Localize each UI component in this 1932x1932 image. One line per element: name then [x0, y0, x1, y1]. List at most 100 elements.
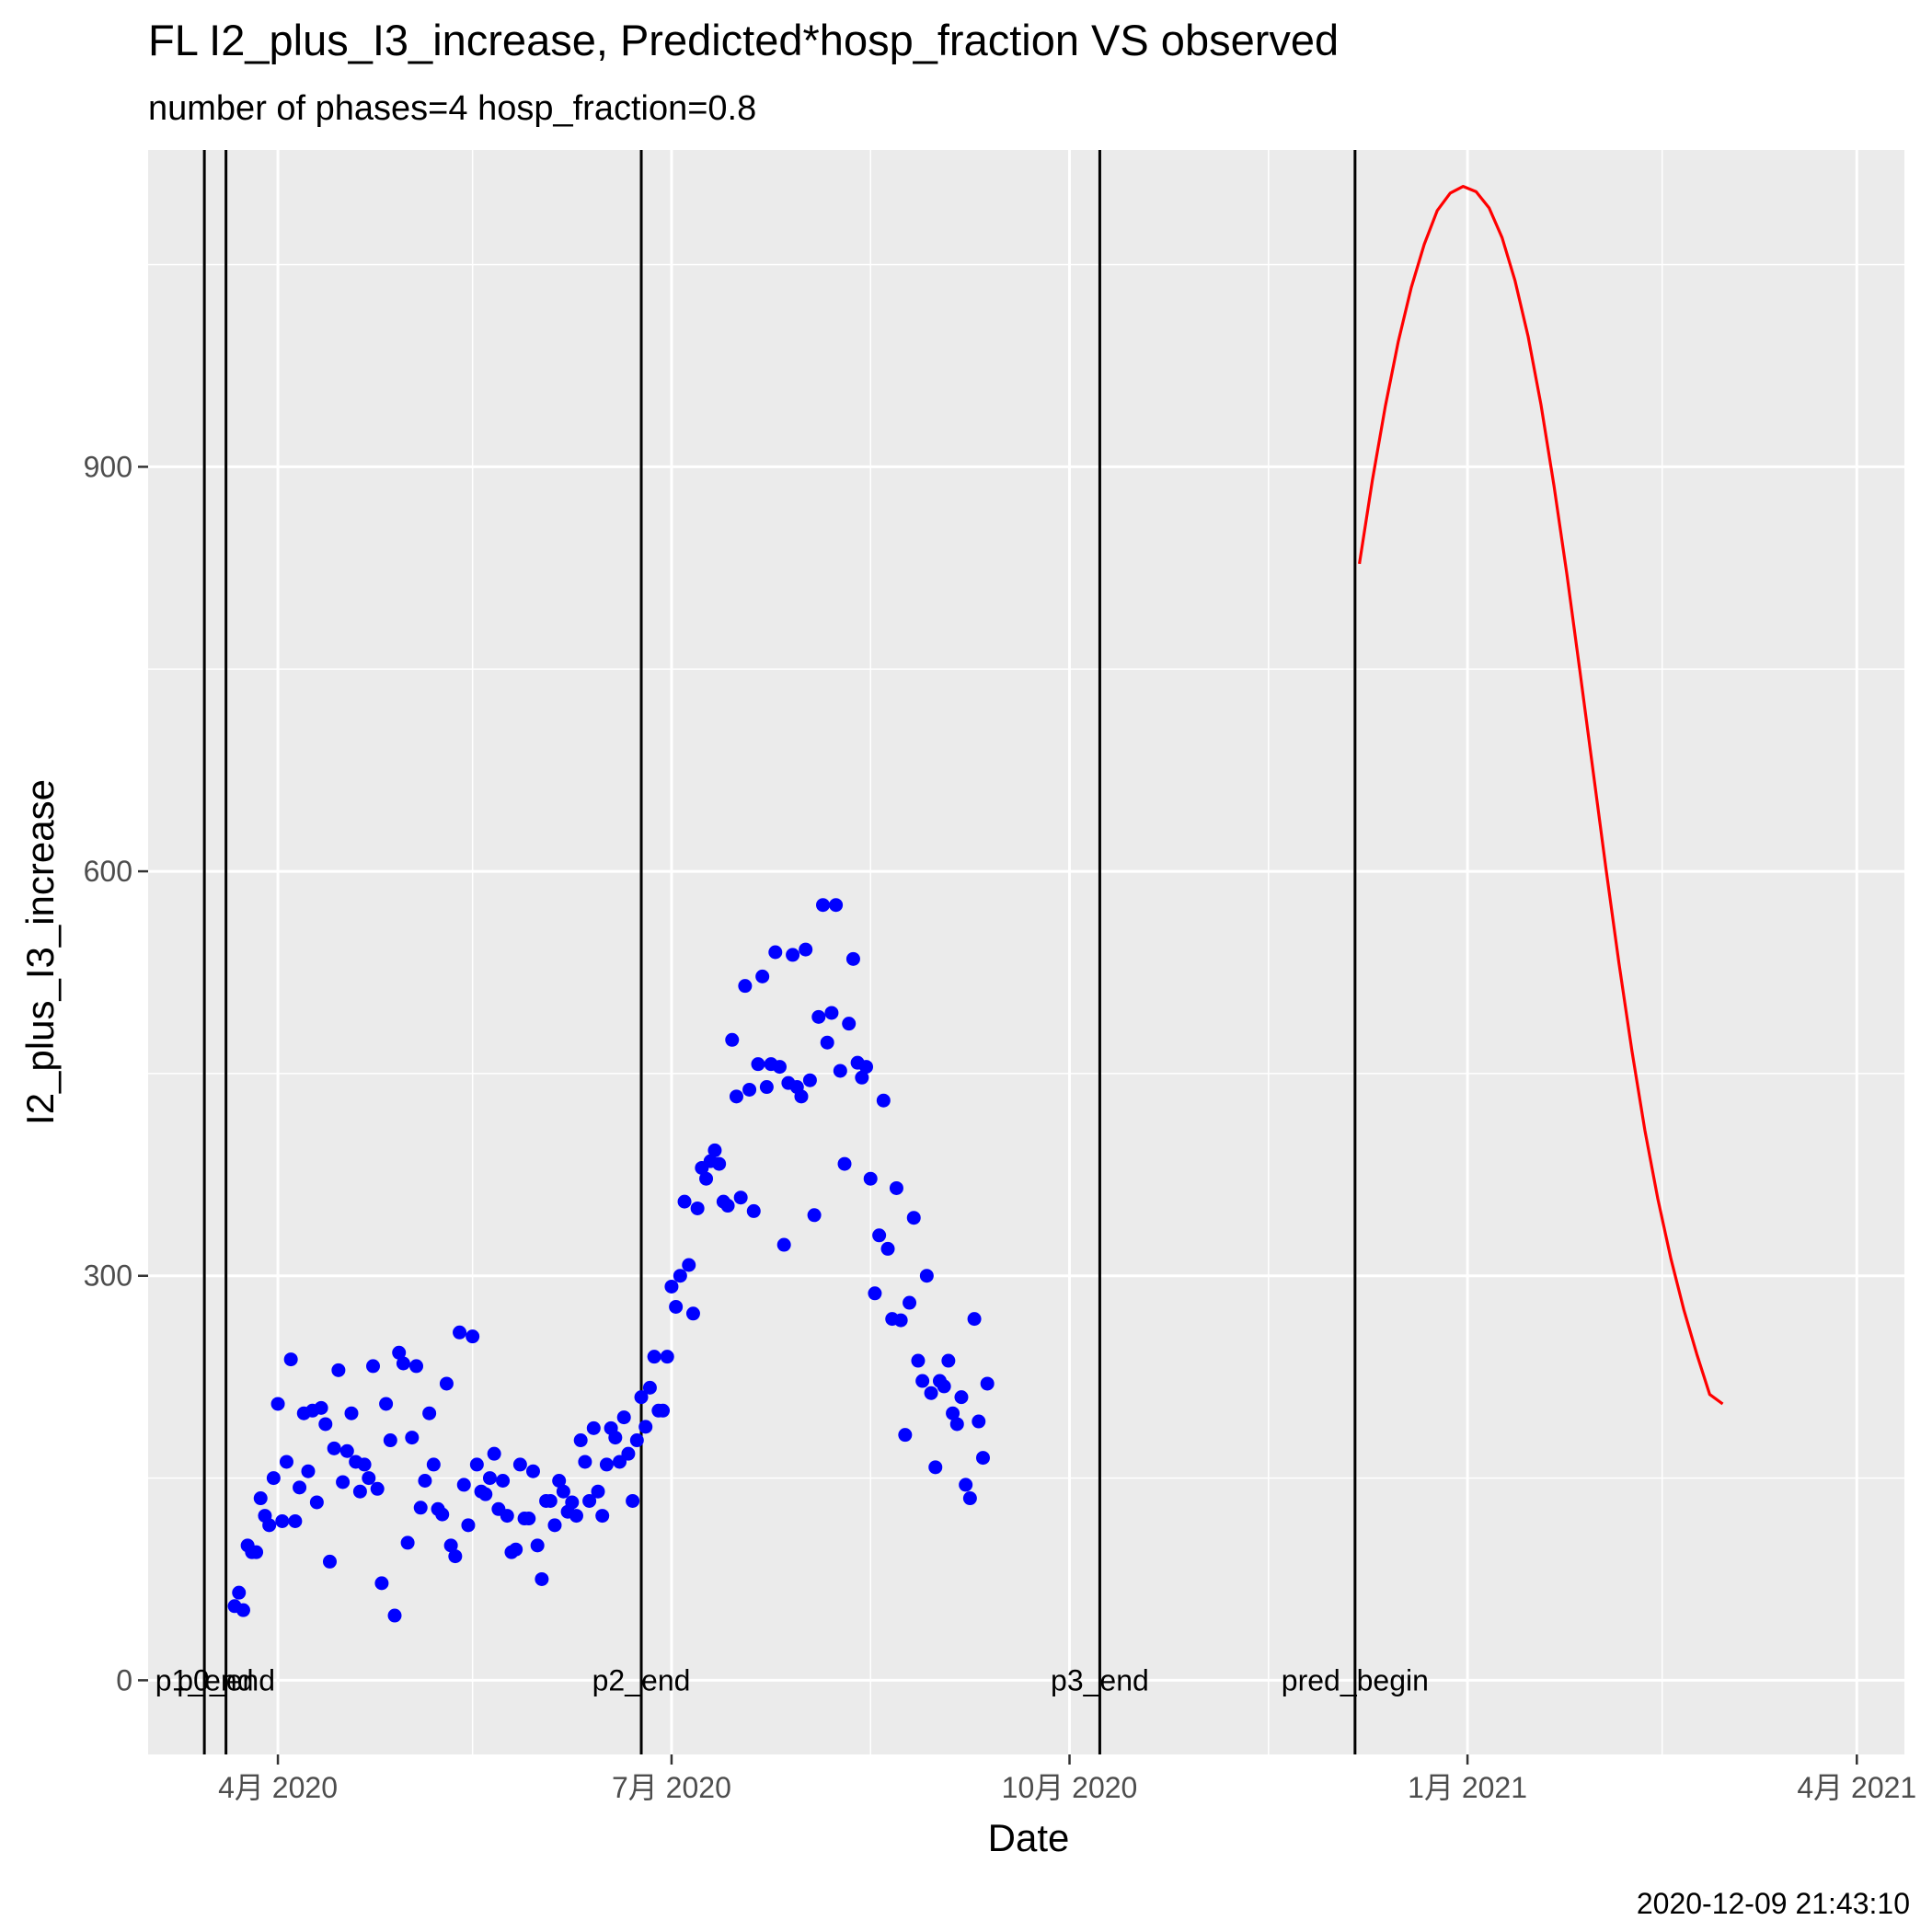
observed-point	[266, 1471, 281, 1486]
observed-point	[586, 1420, 601, 1435]
observed-point	[387, 1608, 402, 1623]
observed-point	[725, 1032, 740, 1047]
observed-point	[872, 1228, 887, 1243]
observed-point	[889, 1180, 903, 1195]
observed-point	[453, 1325, 467, 1340]
observed-point	[962, 1491, 977, 1506]
x-tick-label: 1月 2021	[1408, 1771, 1527, 1804]
observed-point	[352, 1484, 367, 1499]
observed-point	[967, 1312, 982, 1327]
observed-point	[314, 1400, 328, 1415]
observed-point	[621, 1446, 636, 1461]
observed-point	[379, 1397, 394, 1411]
observed-point	[733, 1190, 748, 1205]
observed-point	[975, 1451, 990, 1466]
observed-point	[336, 1475, 351, 1489]
observed-point	[595, 1509, 610, 1524]
observed-point	[906, 1211, 921, 1225]
observed-point	[903, 1295, 917, 1310]
observed-point	[582, 1493, 597, 1508]
observed-point	[413, 1501, 428, 1515]
observed-point	[712, 1156, 727, 1171]
observed-point	[608, 1431, 623, 1445]
observed-point	[309, 1495, 324, 1510]
major-gridlines	[148, 150, 1904, 1754]
observed-point	[301, 1464, 316, 1478]
y-tick-label: 0	[116, 1663, 132, 1696]
observed-point	[829, 898, 844, 913]
observed-point	[556, 1484, 570, 1499]
observed-point	[794, 1089, 809, 1104]
observed-point	[776, 1237, 791, 1252]
observed-point	[322, 1554, 337, 1569]
observed-point	[946, 1406, 960, 1420]
observed-point	[396, 1356, 410, 1371]
observed-point	[980, 1376, 995, 1391]
observed-point	[845, 951, 860, 966]
observed-point	[616, 1410, 631, 1425]
observed-point	[972, 1414, 986, 1429]
phase-line-label: pred_begin	[1282, 1663, 1429, 1696]
observed-point	[509, 1542, 523, 1557]
observed-point	[772, 1060, 787, 1075]
predicted-line-group	[1358, 185, 1724, 1406]
observed-point	[374, 1576, 389, 1591]
observed-point	[409, 1359, 424, 1374]
observed-point	[868, 1286, 882, 1301]
observed-point	[456, 1478, 471, 1492]
observed-point	[339, 1443, 354, 1458]
observed-point	[461, 1518, 476, 1533]
observed-point	[924, 1386, 938, 1400]
observed-point	[626, 1493, 640, 1508]
observed-point	[613, 1455, 627, 1469]
predicted-line	[1358, 185, 1724, 1406]
observed-point	[833, 1064, 847, 1078]
observed-point	[253, 1491, 268, 1506]
observed-point	[837, 1156, 852, 1171]
observed-point	[842, 1017, 857, 1031]
phase-line-label: p0_end	[177, 1663, 275, 1696]
observed-point	[746, 1203, 761, 1218]
observed-point	[249, 1545, 264, 1559]
observed-point	[293, 1480, 307, 1495]
observed-point	[482, 1471, 497, 1486]
x-tick-label: 10月 2020	[1002, 1771, 1138, 1804]
observed-point	[318, 1417, 333, 1432]
y-tick-label: 300	[84, 1259, 132, 1293]
observed-point	[500, 1509, 514, 1524]
observed-point	[707, 1143, 722, 1157]
y-tick-label: 600	[84, 855, 132, 888]
chart-subtitle: number of phases=4 hosp_fraction=0.8	[148, 89, 756, 128]
observed-point	[729, 1089, 743, 1104]
observed-point	[919, 1269, 934, 1283]
observed-point	[522, 1512, 536, 1526]
observed-point	[422, 1406, 437, 1420]
observed-point	[552, 1473, 567, 1488]
observed-point	[487, 1446, 501, 1461]
observed-point	[949, 1417, 964, 1432]
observed-point	[911, 1353, 926, 1368]
observed-point	[599, 1457, 614, 1472]
observed-point	[807, 1208, 822, 1223]
observed-point	[768, 945, 783, 960]
observed-point	[370, 1481, 385, 1496]
observed-point	[685, 1306, 700, 1321]
observed-point	[383, 1433, 397, 1448]
observed-point	[578, 1455, 592, 1469]
observed-points	[227, 898, 995, 1623]
observed-point	[400, 1535, 415, 1550]
observed-point	[876, 1093, 891, 1108]
observed-point	[863, 1171, 878, 1186]
observed-point	[893, 1313, 908, 1328]
observed-point	[236, 1603, 250, 1617]
observed-point	[543, 1493, 558, 1508]
axes: 0 300 600 900 4月 2020 7月 2020 10月 2020 1月 2021 4…	[84, 450, 1917, 1804]
observed-point	[656, 1403, 671, 1418]
observed-point	[439, 1376, 454, 1391]
observed-point	[669, 1299, 684, 1314]
observed-point	[573, 1433, 588, 1448]
observed-point	[288, 1513, 303, 1528]
observed-point	[535, 1571, 549, 1586]
observed-point	[742, 1082, 757, 1097]
